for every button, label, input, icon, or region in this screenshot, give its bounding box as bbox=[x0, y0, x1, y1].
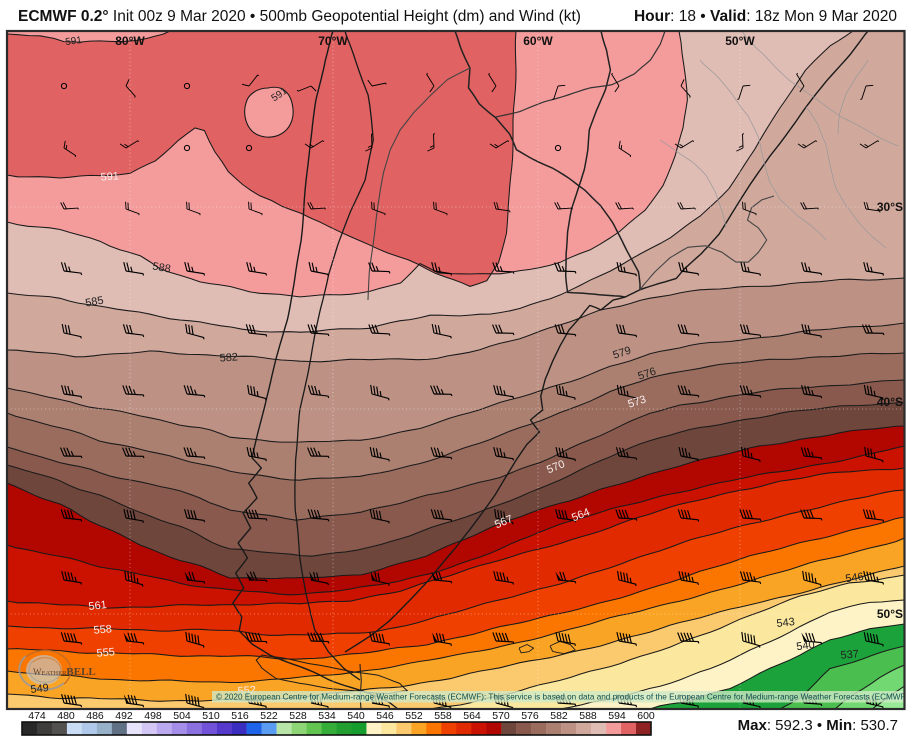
svg-text:582: 582 bbox=[219, 351, 238, 364]
svg-text:510: 510 bbox=[202, 710, 220, 722]
svg-text:30°S: 30°S bbox=[877, 200, 903, 214]
svg-text:543: 543 bbox=[776, 616, 796, 630]
svg-text:576: 576 bbox=[521, 710, 539, 722]
svg-text:504: 504 bbox=[173, 710, 191, 722]
svg-text:558: 558 bbox=[93, 623, 112, 637]
svg-text:50°W: 50°W bbox=[725, 34, 755, 48]
svg-text:591: 591 bbox=[65, 35, 83, 48]
svg-text:522: 522 bbox=[260, 710, 278, 722]
svg-text:546: 546 bbox=[845, 571, 865, 585]
svg-text:549: 549 bbox=[30, 682, 50, 696]
svg-text:588: 588 bbox=[579, 710, 597, 722]
svg-text:558: 558 bbox=[434, 710, 452, 722]
svg-text:534: 534 bbox=[318, 710, 336, 722]
svg-text:540: 540 bbox=[796, 639, 816, 653]
svg-text:591: 591 bbox=[100, 170, 119, 183]
svg-text:80°W: 80°W bbox=[115, 34, 145, 48]
svg-text:Hour: 18 • Valid: 18z Mon 9 Ma: Hour: 18 • Valid: 18z Mon 9 Mar 2020 bbox=[634, 8, 897, 25]
svg-text:540: 540 bbox=[347, 710, 365, 722]
svg-text:480: 480 bbox=[57, 710, 75, 722]
svg-text:555: 555 bbox=[96, 646, 115, 660]
svg-text:573: 573 bbox=[626, 394, 647, 411]
svg-text:© 2020 European Centre for Med: © 2020 European Centre for Medium-range … bbox=[216, 693, 911, 702]
svg-text:576: 576 bbox=[636, 366, 657, 383]
svg-text:594: 594 bbox=[608, 710, 626, 722]
svg-text:528: 528 bbox=[289, 710, 307, 722]
svg-text:579: 579 bbox=[611, 345, 632, 362]
svg-text:70°W: 70°W bbox=[318, 34, 348, 48]
svg-text:552: 552 bbox=[405, 710, 423, 722]
svg-text:585: 585 bbox=[84, 295, 104, 310]
svg-text:546: 546 bbox=[376, 710, 394, 722]
svg-text:588: 588 bbox=[151, 261, 171, 276]
svg-text:ECMWF 0.2° Init 00z 9 Mar 2020: ECMWF 0.2° Init 00z 9 Mar 2020 • 500mb G… bbox=[18, 8, 581, 25]
svg-text:564: 564 bbox=[463, 710, 481, 722]
svg-text:50°S: 50°S bbox=[877, 607, 903, 621]
svg-text:60°W: 60°W bbox=[523, 34, 553, 48]
svg-text:474: 474 bbox=[28, 710, 46, 722]
svg-text:600: 600 bbox=[637, 710, 655, 722]
svg-text:570: 570 bbox=[492, 710, 510, 722]
svg-text:537: 537 bbox=[840, 648, 859, 662]
svg-text:561: 561 bbox=[88, 599, 108, 613]
svg-text:Max: 592.3 • Min: 530.7: Max: 592.3 • Min: 530.7 bbox=[738, 717, 898, 734]
svg-text:498: 498 bbox=[144, 710, 162, 722]
svg-text:516: 516 bbox=[231, 710, 249, 722]
svg-text:582: 582 bbox=[550, 710, 568, 722]
svg-text:492: 492 bbox=[115, 710, 133, 722]
svg-text:486: 486 bbox=[86, 710, 104, 722]
